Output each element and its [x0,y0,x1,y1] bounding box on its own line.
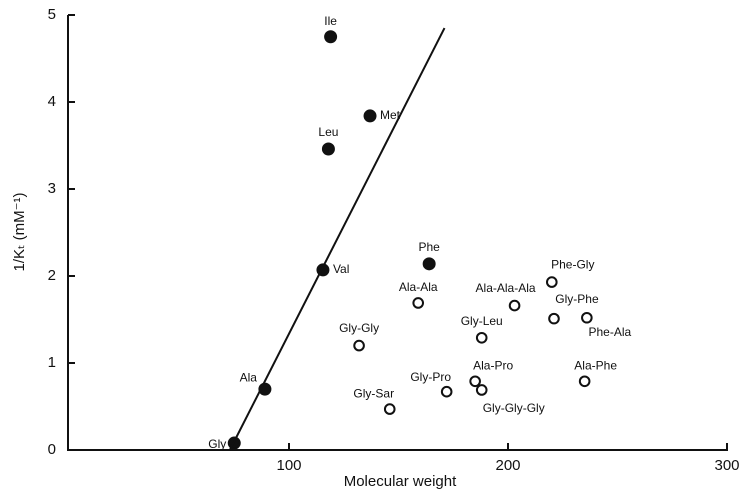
point-label: Ala [240,370,258,384]
filled-point [321,142,335,156]
open-point [475,384,488,396]
open-point [383,403,396,415]
point-label: Phe [418,240,440,254]
point-label: Leu [318,125,338,139]
point-label: Phe-Gly [551,257,594,271]
y-tick-label: 4 [48,93,56,110]
point-label: Gly-Gly [339,321,379,335]
point-label: Ile [324,14,337,28]
open-point [440,385,453,398]
y-tick-label: 5 [48,6,56,23]
x-axis-title: Molecular weight [344,473,457,490]
point-label: Gly-Gly-Gly [483,401,545,415]
y-tick-label: 0 [48,441,56,458]
x-tick-label: 300 [714,457,739,474]
point-label: Val [333,262,349,276]
y-tick-label: 1 [48,354,56,371]
open-point [412,297,425,309]
filled-point [363,109,377,123]
point-label: Ala-Ala-Ala [476,281,536,295]
open-point [581,311,593,324]
point-label: Gly-Sar [353,386,394,400]
point-label: Gly-Phe [555,292,599,306]
point-label: Met [380,108,401,122]
point-label: Gly-Leu [461,314,503,328]
open-point [546,276,558,288]
y-tick-label: 2 [48,267,56,284]
y-tick-label: 3 [48,180,56,197]
open-point [475,331,488,344]
x-tick-label: 200 [495,457,520,474]
point-label: Phe-Ala [588,325,631,339]
point-label: Gly [208,437,226,451]
filled-point [324,30,338,44]
open-point [548,312,560,325]
point-label: Ala-Phe [574,358,617,372]
fit-line [228,27,446,451]
open-point [353,339,365,352]
point-label: Ala-Ala [399,280,438,294]
x-tick-label: 100 [276,457,301,474]
point-label: Gly-Pro [410,370,451,384]
y-axis-title: 1/Kₜ (mM⁻¹) [11,192,28,271]
filled-point [422,257,436,271]
point-label: Ala-Pro [473,358,513,372]
open-point [508,299,521,312]
open-point [469,375,481,388]
open-point [578,375,591,388]
